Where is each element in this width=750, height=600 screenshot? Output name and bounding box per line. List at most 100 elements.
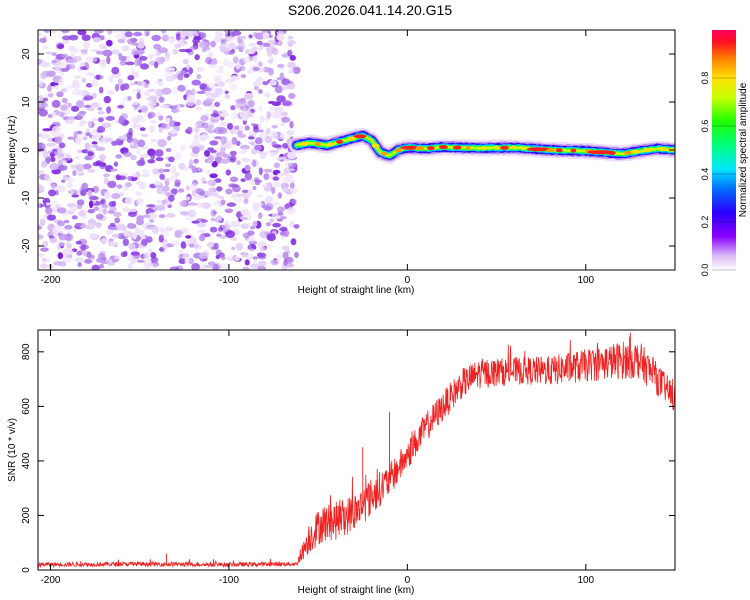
noise-speckle	[143, 90, 151, 97]
noise-speckle	[204, 98, 215, 102]
signal-hotspot	[415, 146, 425, 151]
noise-speckle	[146, 204, 156, 208]
signal-hotspot	[630, 149, 640, 154]
noise-speckle	[191, 79, 201, 86]
noise-speckle	[204, 264, 215, 269]
noise-speckle	[88, 195, 99, 201]
noise-speckle	[100, 199, 105, 204]
noise-speckle	[81, 34, 91, 41]
noise-speckle	[201, 202, 212, 209]
noise-speckle	[123, 151, 132, 157]
noise-speckle	[38, 170, 45, 175]
noise-speckle	[73, 83, 81, 89]
colorbar-tick-label: 0.8	[700, 72, 710, 85]
noise-speckle	[247, 230, 255, 236]
signal-hotspot	[380, 151, 388, 156]
noise-speckle	[73, 75, 82, 79]
noise-speckle	[180, 241, 187, 249]
noise-speckle	[215, 69, 225, 74]
noise-speckle	[130, 251, 140, 256]
noise-speckle	[51, 59, 57, 64]
noise-speckle	[136, 159, 146, 167]
noise-speckle	[276, 95, 286, 103]
noise-speckle	[92, 37, 101, 43]
noise-speckle	[163, 168, 171, 173]
noise-speckle	[122, 83, 130, 90]
noise-speckle	[104, 191, 111, 200]
noise-speckle	[258, 89, 263, 94]
noise-speckle	[158, 47, 168, 54]
noise-speckle	[154, 149, 164, 157]
noise-speckle	[111, 193, 121, 200]
noise-speckle	[148, 125, 155, 133]
y-tick-label: -10	[21, 190, 32, 205]
noise-speckle	[155, 88, 164, 97]
noise-speckle	[178, 258, 186, 265]
noise-speckle	[197, 229, 207, 234]
noise-speckle	[214, 136, 223, 140]
noise-speckle	[272, 110, 281, 118]
noise-speckle	[287, 151, 297, 160]
noise-speckle	[111, 233, 119, 238]
noise-speckle	[174, 151, 182, 160]
noise-speckle	[132, 42, 139, 46]
noise-speckle	[53, 85, 59, 90]
noise-speckle	[47, 92, 54, 98]
noise-speckle	[191, 88, 196, 97]
noise-speckle	[192, 30, 198, 34]
noise-speckle	[221, 224, 231, 230]
noise-speckle	[115, 154, 122, 159]
signal-hotspot	[526, 147, 550, 152]
noise-speckle	[217, 81, 226, 88]
noise-speckle	[88, 223, 94, 228]
noise-speckle	[38, 253, 45, 257]
noise-speckle	[140, 238, 148, 246]
noise-speckle	[99, 60, 107, 68]
noise-speckle	[257, 252, 267, 258]
noise-speckle	[164, 163, 172, 168]
noise-speckle	[61, 35, 72, 41]
noise-speckle	[47, 177, 53, 185]
noise-speckle	[196, 73, 202, 80]
noise-speckle	[38, 226, 43, 230]
noise-speckle	[62, 256, 73, 263]
noise-speckle	[95, 50, 105, 55]
noise-speckle	[214, 126, 224, 134]
noise-speckle	[39, 263, 49, 269]
noise-speckle	[97, 107, 103, 111]
noise-speckle	[77, 30, 87, 36]
noise-speckle	[178, 188, 185, 193]
noise-speckle	[140, 173, 151, 177]
signal-hotspot	[394, 148, 402, 153]
snr-xlabel: Height of straight line (km)	[298, 585, 415, 596]
noise-speckle	[193, 243, 199, 250]
noise-speckle	[88, 233, 98, 239]
noise-speckle	[139, 153, 150, 158]
noise-speckle	[271, 201, 280, 207]
noise-speckle	[51, 183, 56, 189]
noise-speckle	[182, 252, 190, 261]
noise-speckle	[225, 169, 231, 176]
noise-speckle	[239, 110, 249, 119]
colorbar-tick-label: 0.2	[700, 216, 710, 229]
noise-speckle	[161, 244, 169, 250]
noise-speckle	[55, 185, 66, 193]
noise-speckle	[86, 251, 92, 259]
noise-speckle	[91, 117, 99, 122]
noise-speckle	[210, 40, 216, 48]
noise-speckle	[168, 156, 175, 163]
noise-speckle	[111, 66, 120, 75]
noise-speckle	[102, 204, 109, 209]
noise-speckle	[126, 55, 131, 62]
noise-speckle	[174, 44, 182, 48]
noise-speckle	[123, 229, 129, 238]
noise-speckle	[95, 222, 102, 228]
figure-title: S206.2026.041.14.20.G15	[288, 2, 452, 18]
noise-speckle	[217, 195, 225, 200]
noise-speckle	[228, 42, 236, 49]
noise-speckle	[200, 115, 209, 122]
noise-speckle	[109, 222, 116, 227]
noise-speckle	[131, 51, 140, 56]
noise-speckle	[75, 156, 80, 160]
spectrogram-xlabel: Height of straight line (km)	[298, 285, 415, 296]
